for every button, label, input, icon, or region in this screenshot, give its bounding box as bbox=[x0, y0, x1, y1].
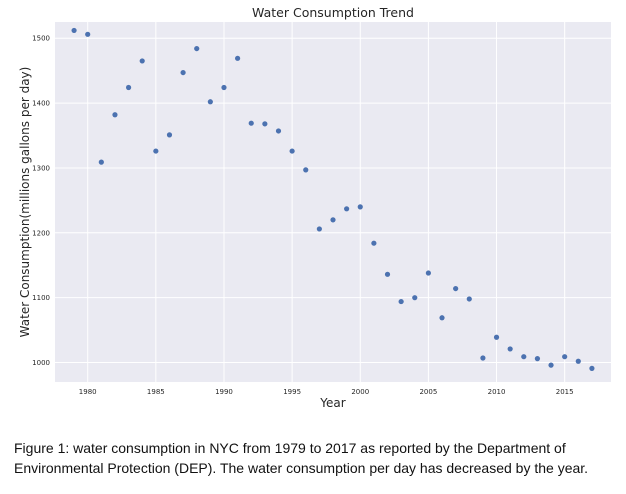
data-point bbox=[262, 121, 268, 127]
y-tick-label: 1400 bbox=[32, 100, 50, 108]
x-tick-label: 1980 bbox=[79, 388, 97, 396]
y-axis-label: Water Consumption(millions gallons per d… bbox=[18, 67, 32, 338]
data-point bbox=[521, 354, 527, 360]
y-tick-label: 1500 bbox=[32, 35, 50, 43]
chart: 1980 1985 1990 1995 2000 2005 2010 2015 1000 110… bbox=[18, 5, 611, 410]
y-tick-label: 1000 bbox=[32, 359, 50, 367]
data-point bbox=[316, 226, 322, 232]
data-point bbox=[330, 217, 336, 223]
data-point bbox=[221, 84, 227, 91]
data-point bbox=[194, 45, 200, 52]
data-point bbox=[507, 346, 513, 352]
data-point bbox=[275, 128, 282, 134]
data-point bbox=[480, 355, 486, 361]
data-point bbox=[562, 354, 568, 360]
x-tick-label: 2010 bbox=[488, 388, 506, 396]
data-point bbox=[85, 31, 91, 37]
data-point bbox=[575, 358, 581, 364]
data-point bbox=[344, 206, 350, 212]
chart-title: Water Consumption Trend bbox=[252, 5, 414, 20]
x-tick-label: 2015 bbox=[556, 388, 574, 396]
x-axis-ticks: 1980 1985 1990 1995 2000 2005 2010 2015 bbox=[79, 388, 574, 396]
x-tick-label: 2000 bbox=[351, 388, 369, 396]
data-point bbox=[235, 55, 241, 61]
data-point bbox=[153, 148, 159, 154]
data-points bbox=[71, 27, 595, 371]
data-point bbox=[412, 295, 418, 301]
data-point bbox=[289, 148, 295, 154]
data-point bbox=[398, 298, 404, 305]
data-point bbox=[384, 271, 391, 277]
data-point bbox=[466, 296, 472, 302]
data-point bbox=[453, 285, 459, 292]
data-point bbox=[71, 27, 77, 34]
x-tick-label: 2005 bbox=[419, 388, 437, 396]
y-tick-label: 1200 bbox=[32, 229, 50, 237]
data-point bbox=[248, 120, 254, 126]
data-point bbox=[534, 356, 541, 362]
data-point bbox=[112, 112, 118, 118]
y-axis-ticks: 1000 1100 1200 1300 1400 1500 bbox=[32, 35, 50, 367]
x-axis-label: Year bbox=[319, 396, 345, 410]
figure-caption: Figure 1: water consumption in NYC from … bbox=[14, 440, 589, 476]
data-point bbox=[589, 365, 595, 371]
y-tick-label: 1300 bbox=[32, 164, 50, 172]
data-point bbox=[357, 204, 363, 210]
data-point bbox=[180, 69, 186, 76]
x-tick-label: 1990 bbox=[215, 388, 233, 396]
data-point bbox=[371, 240, 377, 246]
data-point bbox=[98, 159, 104, 165]
x-tick-label: 1995 bbox=[283, 388, 301, 396]
grid bbox=[55, 22, 611, 382]
x-tick-label: 1985 bbox=[147, 388, 165, 396]
data-point bbox=[207, 99, 213, 105]
y-tick-label: 1100 bbox=[32, 294, 50, 302]
data-point bbox=[166, 132, 173, 138]
data-point bbox=[139, 58, 145, 64]
data-point bbox=[548, 362, 554, 368]
plot-area bbox=[55, 22, 611, 382]
data-point bbox=[493, 334, 500, 340]
data-point bbox=[303, 167, 309, 173]
data-point bbox=[425, 270, 431, 276]
data-point bbox=[439, 315, 445, 321]
data-point bbox=[125, 84, 132, 91]
